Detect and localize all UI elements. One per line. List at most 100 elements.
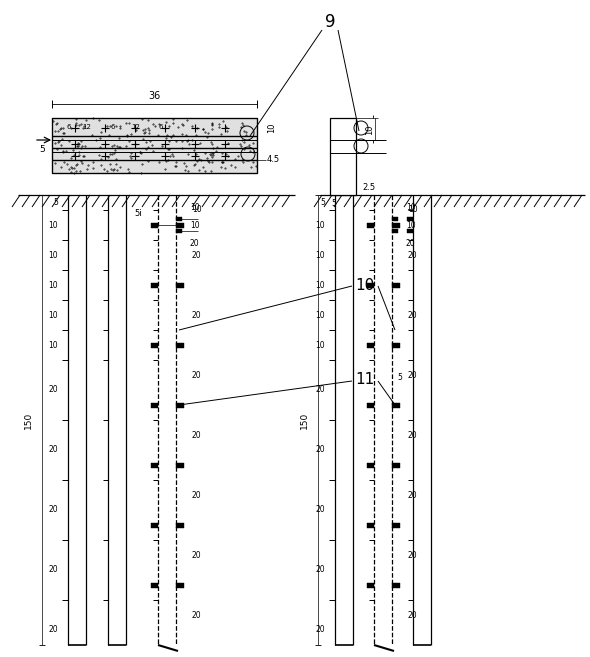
Text: 10: 10 xyxy=(190,221,199,229)
Text: 20: 20 xyxy=(408,491,418,499)
Text: 20: 20 xyxy=(48,445,58,455)
Text: 5: 5 xyxy=(332,198,336,208)
Bar xyxy=(176,403,183,407)
Bar xyxy=(176,217,182,221)
Bar xyxy=(52,118,257,173)
Text: 150: 150 xyxy=(300,411,309,428)
Text: 2.5: 2.5 xyxy=(362,183,375,191)
Text: 12: 12 xyxy=(132,124,140,130)
Text: 20: 20 xyxy=(48,625,58,635)
Text: 20: 20 xyxy=(192,371,202,380)
Text: 20: 20 xyxy=(408,430,418,440)
Bar xyxy=(392,223,399,227)
Text: 20: 20 xyxy=(316,505,325,514)
Text: 20: 20 xyxy=(48,386,58,394)
Text: 6: 6 xyxy=(111,124,115,130)
Text: 10: 10 xyxy=(192,206,202,214)
Bar xyxy=(392,229,398,233)
Text: 5: 5 xyxy=(53,198,58,207)
Bar xyxy=(392,342,399,348)
Text: 5i: 5i xyxy=(134,208,142,217)
Bar xyxy=(392,522,399,528)
Bar xyxy=(150,223,158,227)
Text: 150: 150 xyxy=(24,411,33,428)
Text: 20: 20 xyxy=(190,238,199,248)
Text: 20: 20 xyxy=(408,311,418,319)
Text: 6: 6 xyxy=(159,124,163,130)
Bar xyxy=(392,583,399,587)
Bar xyxy=(366,342,374,348)
Text: 10: 10 xyxy=(406,202,415,212)
Bar xyxy=(407,217,413,221)
Text: 10: 10 xyxy=(316,221,325,229)
Text: 10: 10 xyxy=(267,123,276,133)
Bar xyxy=(392,283,399,288)
Bar xyxy=(366,583,374,587)
Text: 20: 20 xyxy=(192,311,202,319)
Bar xyxy=(176,583,183,587)
Text: 4.5: 4.5 xyxy=(267,156,280,164)
Bar xyxy=(176,522,183,528)
Bar xyxy=(176,463,183,468)
Text: 10: 10 xyxy=(355,277,374,292)
Text: 5: 5 xyxy=(39,145,45,154)
Text: 10: 10 xyxy=(365,125,375,135)
Text: 10: 10 xyxy=(190,202,199,212)
Bar xyxy=(176,283,183,288)
Bar xyxy=(392,217,398,221)
Bar xyxy=(392,463,399,468)
Text: 10: 10 xyxy=(316,250,325,260)
Text: 20: 20 xyxy=(408,250,418,260)
Bar xyxy=(150,583,158,587)
Bar xyxy=(150,463,158,468)
Bar xyxy=(150,342,158,348)
Text: 10: 10 xyxy=(48,340,58,350)
Bar xyxy=(366,283,374,288)
Text: 11: 11 xyxy=(355,373,374,388)
Text: 20: 20 xyxy=(316,445,325,455)
Bar xyxy=(150,522,158,528)
Text: 20: 20 xyxy=(48,505,58,514)
Text: 20: 20 xyxy=(192,551,202,560)
Text: 10: 10 xyxy=(408,206,418,214)
Text: 10: 10 xyxy=(48,250,58,260)
Bar xyxy=(176,223,183,227)
Bar xyxy=(176,229,182,233)
Text: 20: 20 xyxy=(192,430,202,440)
Bar xyxy=(366,522,374,528)
Bar xyxy=(392,403,399,407)
Text: 10: 10 xyxy=(48,281,58,290)
Bar xyxy=(176,342,183,348)
Text: 10: 10 xyxy=(48,221,58,229)
Text: 20: 20 xyxy=(48,566,58,574)
Text: 20: 20 xyxy=(192,491,202,499)
Bar xyxy=(150,403,158,407)
Text: 12: 12 xyxy=(83,124,91,130)
Text: 20: 20 xyxy=(316,625,325,635)
Text: 10: 10 xyxy=(48,311,58,319)
Bar xyxy=(366,223,374,227)
Text: 10: 10 xyxy=(316,311,325,319)
Text: 20: 20 xyxy=(316,566,325,574)
Text: 20: 20 xyxy=(192,250,202,260)
Text: 9: 9 xyxy=(324,13,335,31)
Bar xyxy=(150,283,158,288)
Text: 10: 10 xyxy=(406,221,415,229)
Text: 20: 20 xyxy=(408,610,418,620)
Text: 36: 36 xyxy=(148,91,160,101)
Bar xyxy=(407,229,413,233)
Text: 20: 20 xyxy=(192,610,202,620)
Text: 10: 10 xyxy=(316,340,325,350)
Bar xyxy=(330,118,356,195)
Text: 20: 20 xyxy=(408,371,418,380)
Text: 20: 20 xyxy=(406,238,415,248)
Text: 6: 6 xyxy=(67,124,71,130)
Bar xyxy=(52,118,257,173)
Text: 20: 20 xyxy=(316,386,325,394)
Text: 5: 5 xyxy=(397,373,402,382)
Text: 20: 20 xyxy=(408,551,418,560)
Text: 10: 10 xyxy=(316,281,325,290)
Text: 5: 5 xyxy=(320,198,325,207)
Bar xyxy=(366,403,374,407)
Bar xyxy=(366,463,374,468)
